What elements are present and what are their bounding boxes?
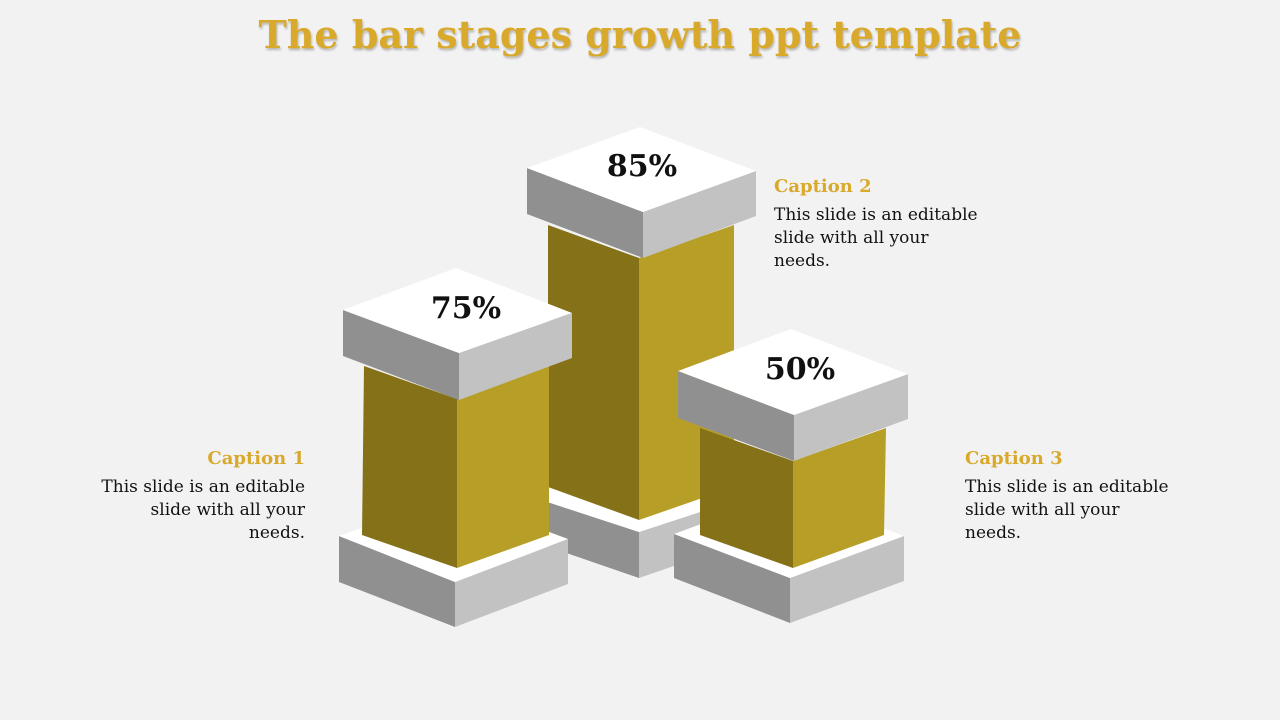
bar-1-column (362, 366, 549, 568)
caption-1: Caption 1 This slide is an editable slid… (85, 447, 305, 545)
caption-2: Caption 2 This slide is an editable slid… (774, 175, 994, 273)
bar-1-value: 75% (431, 291, 501, 326)
caption-2-text: This slide is an editable slide with all… (774, 205, 978, 271)
bar-1: 75% (339, 268, 572, 627)
bar-2-value: 85% (607, 149, 677, 184)
caption-3-title: Caption 3 (965, 448, 1063, 469)
bar-3-value: 50% (765, 352, 835, 387)
caption-1-text: This slide is an editable slide with all… (101, 477, 305, 543)
caption-3-text: This slide is an editable slide with all… (965, 477, 1169, 543)
caption-2-title: Caption 2 (774, 176, 872, 197)
slide-title: The bar stages growth ppt template (258, 12, 1022, 57)
bar-1-cap: 75% (343, 268, 572, 400)
caption-1-title: Caption 1 (207, 448, 305, 469)
bar-3: 50% (674, 329, 908, 623)
bar-2-cap: 85% (527, 127, 756, 258)
bar-3-column (700, 428, 886, 568)
bar-3-cap: 50% (678, 329, 908, 461)
caption-3: Caption 3 This slide is an editable slid… (965, 447, 1185, 545)
